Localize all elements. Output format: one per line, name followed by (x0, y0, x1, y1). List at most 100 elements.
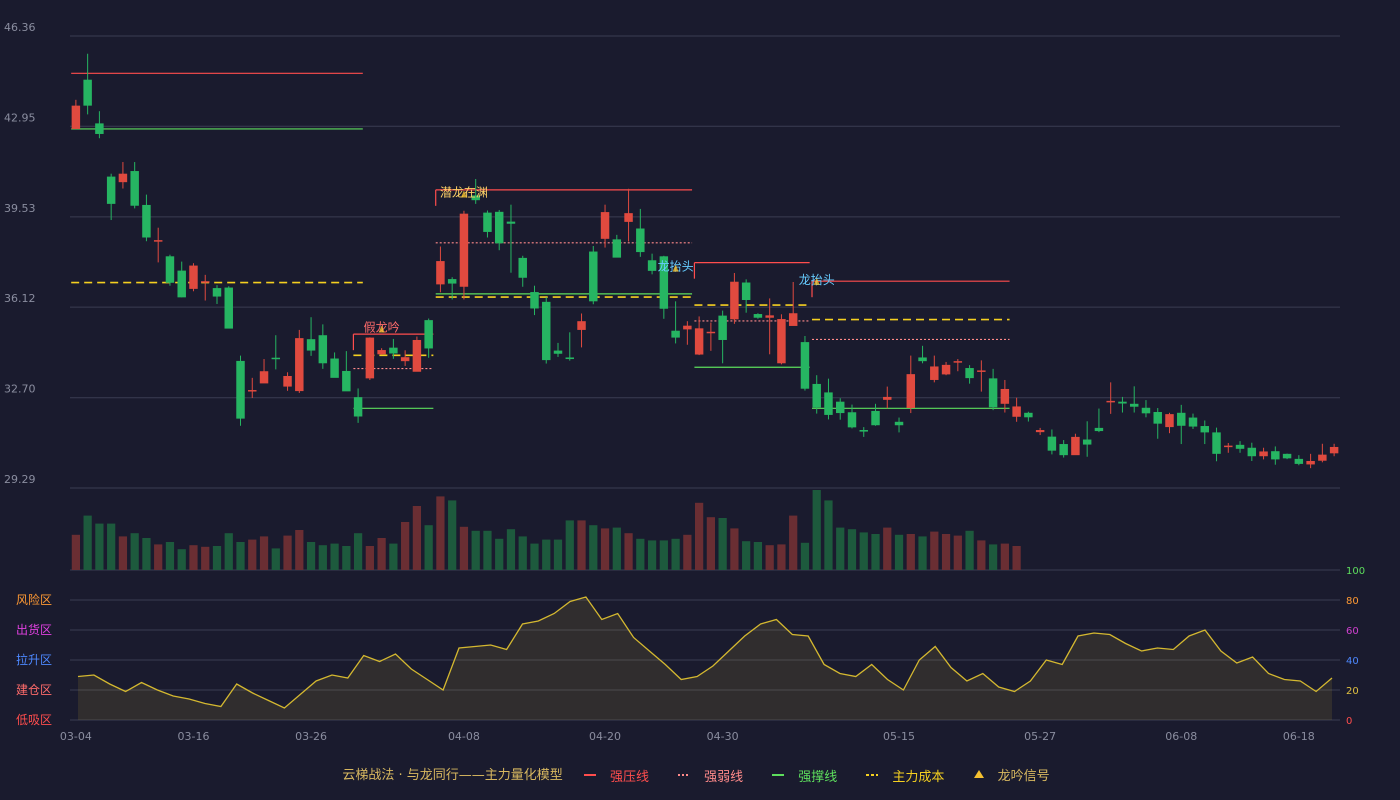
volume-bar (142, 538, 151, 570)
volume-bar (553, 539, 563, 570)
candle-body (1024, 412, 1033, 418)
volume-bar (730, 528, 739, 570)
candle-body (1235, 444, 1245, 449)
osc-tick-label: 0 (1346, 716, 1352, 727)
legend-pressure[interactable]: 强压线 (583, 766, 657, 785)
volume-bar (401, 522, 410, 570)
axis-layer: 46.36 42.95 39.53 36.12 32.70 29.29 100 80 60 40 2… (4, 21, 1365, 743)
candlestick-layer (71, 53, 1339, 469)
volume-bar (83, 515, 92, 570)
candle-body (1259, 451, 1268, 457)
volume-bar (353, 533, 363, 570)
candle-body (306, 339, 316, 351)
volume-bar (118, 536, 128, 570)
legend-signal[interactable]: 龙吟信号 (973, 765, 1058, 784)
candle-body (694, 328, 704, 355)
candle-body (459, 213, 469, 287)
zone-label: 拉升区 (16, 652, 52, 667)
candle-body (248, 390, 257, 392)
candle-body (1271, 451, 1280, 460)
volume-bar (177, 549, 186, 570)
candle-body (506, 221, 516, 224)
volume-bar (165, 542, 175, 570)
volume-bar (212, 546, 222, 570)
volume-bar (318, 545, 327, 570)
volume-bar (612, 527, 621, 570)
cost-line-icon (866, 774, 879, 776)
candle-body (1282, 453, 1292, 459)
legend-support[interactable]: 强撑线 (771, 766, 845, 785)
date-tick-label: 03-04 (60, 730, 92, 743)
candle-body (330, 358, 339, 378)
candle-body (1329, 446, 1339, 454)
candle-body (271, 357, 281, 360)
candle-body (1165, 414, 1174, 428)
signal-layer: 假龙吟潜龙在渊龙抬头龙抬头 (364, 185, 835, 334)
candle-body (1000, 388, 1010, 404)
volume-bar (259, 536, 269, 570)
price-tick-label: 39.53 (4, 202, 36, 215)
candle-body (236, 360, 245, 419)
date-tick-label: 05-27 (1024, 730, 1056, 743)
candle-body (965, 368, 974, 379)
volume-bar (283, 535, 292, 570)
signal-triangle (672, 264, 679, 272)
candle-body (365, 337, 375, 379)
candle-body (83, 79, 92, 106)
volume-bar (789, 515, 798, 570)
legend-weak[interactable]: 强弱线 (677, 766, 751, 785)
candle-body (530, 292, 539, 309)
volume-bar (130, 533, 139, 570)
volume-bar (107, 523, 116, 570)
chart-canvas: 假龙吟潜龙在渊龙抬头龙抬头 46.36 42.95 39.53 36.12 32.70 2… (4, 21, 1365, 743)
legend-cost-label: 主力成本 (892, 769, 945, 785)
volume-bar (530, 543, 539, 570)
candle-body (342, 370, 351, 392)
candle-body (906, 374, 916, 409)
candle-body (377, 350, 386, 355)
volume-bar (483, 530, 492, 570)
candle-body (753, 314, 763, 318)
volume-bar (518, 536, 527, 570)
candle-body (1118, 401, 1127, 404)
candle-body (659, 256, 669, 309)
volume-bar (800, 542, 810, 570)
candle-body (259, 371, 269, 384)
price-tick-label: 36.12 (4, 292, 36, 305)
volume-bar (918, 536, 927, 570)
volume-bar (542, 539, 551, 570)
candle-body (130, 171, 139, 206)
candle-body (835, 401, 845, 414)
candle-body (165, 256, 175, 283)
candle-body (730, 281, 739, 320)
volume-bar (683, 534, 692, 570)
volume-bar (412, 506, 422, 570)
legend-cost[interactable]: 主力成本 (865, 766, 952, 785)
volume-bar (330, 543, 339, 570)
candle-body (624, 213, 633, 222)
candle-body (318, 335, 328, 364)
zone-label: 低吸区 (16, 713, 52, 727)
candle-body (1141, 407, 1151, 414)
candle-body (494, 211, 504, 244)
candle-body (1306, 460, 1315, 465)
volume-bar (930, 531, 939, 570)
candle-body (471, 195, 480, 201)
osc-tick-label: 40 (1346, 656, 1359, 667)
volume-bar (824, 500, 833, 570)
candle-body (894, 421, 904, 426)
osc-tick-label: 100 (1346, 566, 1365, 577)
candle-body (447, 279, 457, 284)
candle-body (1153, 412, 1162, 424)
volume-bar (847, 529, 857, 570)
volume-bar (941, 534, 951, 570)
candle-body (977, 370, 986, 372)
candle-body (918, 357, 927, 362)
candle-body (1212, 432, 1221, 454)
candle-body (1094, 427, 1104, 432)
volume-bar (95, 523, 104, 570)
volume-bar (365, 546, 374, 570)
candle-body (1129, 403, 1139, 407)
candle-body (883, 396, 892, 400)
candle-body (177, 270, 186, 298)
